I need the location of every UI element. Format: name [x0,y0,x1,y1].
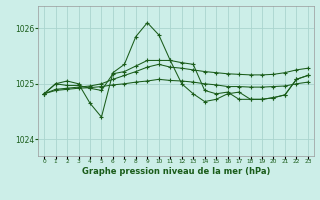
X-axis label: Graphe pression niveau de la mer (hPa): Graphe pression niveau de la mer (hPa) [82,167,270,176]
